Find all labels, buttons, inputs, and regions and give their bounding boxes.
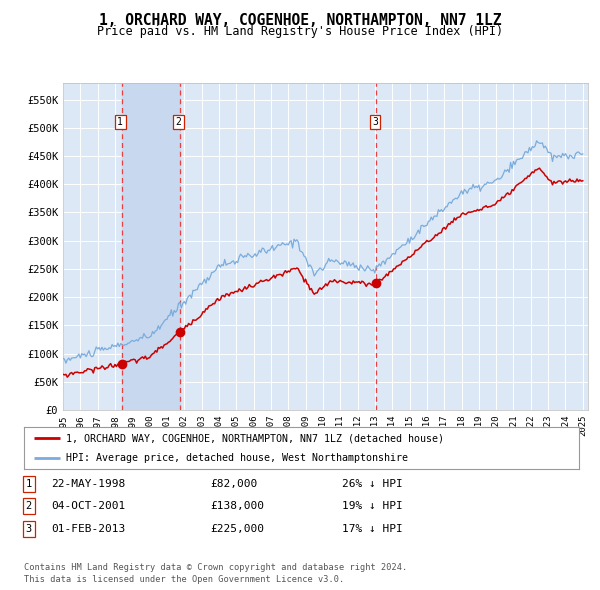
Text: 1: 1 bbox=[26, 479, 32, 489]
Text: This data is licensed under the Open Government Licence v3.0.: This data is licensed under the Open Gov… bbox=[24, 575, 344, 584]
Text: £138,000: £138,000 bbox=[210, 502, 264, 511]
Text: 26% ↓ HPI: 26% ↓ HPI bbox=[342, 479, 403, 489]
Text: 01-FEB-2013: 01-FEB-2013 bbox=[51, 524, 125, 533]
Text: 3: 3 bbox=[372, 117, 378, 127]
Text: HPI: Average price, detached house, West Northamptonshire: HPI: Average price, detached house, West… bbox=[65, 453, 407, 463]
Text: Contains HM Land Registry data © Crown copyright and database right 2024.: Contains HM Land Registry data © Crown c… bbox=[24, 563, 407, 572]
Text: 17% ↓ HPI: 17% ↓ HPI bbox=[342, 524, 403, 533]
Text: 1, ORCHARD WAY, COGENHOE, NORTHAMPTON, NN7 1LZ: 1, ORCHARD WAY, COGENHOE, NORTHAMPTON, N… bbox=[99, 13, 501, 28]
Text: £225,000: £225,000 bbox=[210, 524, 264, 533]
Text: 04-OCT-2001: 04-OCT-2001 bbox=[51, 502, 125, 511]
Text: £82,000: £82,000 bbox=[210, 479, 257, 489]
Text: 19% ↓ HPI: 19% ↓ HPI bbox=[342, 502, 403, 511]
Text: 3: 3 bbox=[26, 524, 32, 533]
Text: 1, ORCHARD WAY, COGENHOE, NORTHAMPTON, NN7 1LZ (detached house): 1, ORCHARD WAY, COGENHOE, NORTHAMPTON, N… bbox=[65, 433, 443, 443]
Bar bbox=[122, 83, 180, 410]
Text: 2: 2 bbox=[176, 117, 181, 127]
Text: 2: 2 bbox=[26, 502, 32, 511]
Text: 1: 1 bbox=[117, 117, 123, 127]
Text: Price paid vs. HM Land Registry's House Price Index (HPI): Price paid vs. HM Land Registry's House … bbox=[97, 25, 503, 38]
Text: 22-MAY-1998: 22-MAY-1998 bbox=[51, 479, 125, 489]
